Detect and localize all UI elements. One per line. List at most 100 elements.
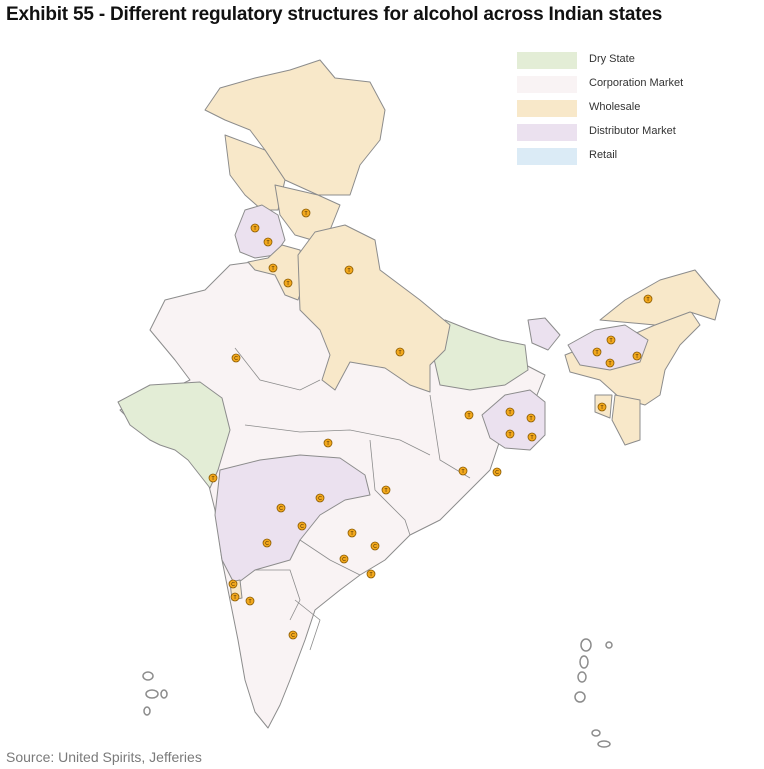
tax-marker-icon: T bbox=[208, 473, 218, 483]
state-mizoram-wholesale bbox=[611, 394, 641, 446]
tax-marker-label: T bbox=[253, 226, 256, 232]
tax-marker-icon: T bbox=[301, 208, 311, 218]
andaman-island bbox=[574, 691, 586, 703]
corporation-marker-icon: C bbox=[339, 554, 349, 564]
legend-label-retail: Retail bbox=[589, 149, 618, 161]
corporation-marker-icon: C bbox=[315, 493, 325, 503]
tax-marker-label: T bbox=[530, 435, 533, 441]
tax-marker-label: T bbox=[271, 266, 274, 272]
tax-marker-icon: T bbox=[505, 429, 515, 439]
tax-marker-icon: T bbox=[395, 347, 405, 357]
state-gujarat-dry bbox=[117, 381, 231, 489]
tax-marker-icon: T bbox=[592, 347, 602, 357]
chart-title: Exhibit 55 - Different regulatory struct… bbox=[6, 4, 663, 25]
corporation-marker-label: C bbox=[373, 544, 377, 550]
tax-marker-icon: T bbox=[464, 410, 474, 420]
state-jammu-kashmir-wholesale bbox=[204, 59, 386, 196]
tax-marker-label: T bbox=[350, 531, 353, 537]
tax-marker-label: T bbox=[608, 361, 611, 367]
corporation-marker-icon: C bbox=[288, 630, 298, 640]
tax-marker-label: T bbox=[635, 354, 638, 360]
andaman-island bbox=[579, 655, 589, 669]
state-sikkim-distributor bbox=[527, 317, 561, 351]
tax-marker-icon: T bbox=[597, 402, 607, 412]
tax-marker-label: T bbox=[347, 268, 350, 274]
tax-marker-label: T bbox=[508, 432, 511, 438]
corporation-marker-icon: C bbox=[370, 541, 380, 551]
tax-marker-label: T bbox=[304, 211, 307, 217]
tax-marker-label: T bbox=[609, 338, 612, 344]
legend-swatch-dry-state bbox=[517, 52, 577, 69]
nicobar-island bbox=[597, 740, 611, 748]
tax-marker-icon: T bbox=[366, 569, 376, 579]
legend-label-wholesale: Wholesale bbox=[589, 101, 641, 113]
tax-marker-label: T bbox=[384, 488, 387, 494]
tax-marker-label: T bbox=[248, 599, 251, 605]
state-maharashtra-distributor bbox=[214, 454, 371, 586]
state-punjab-distributor bbox=[234, 204, 286, 259]
lakshadweep-island bbox=[160, 689, 168, 699]
andaman-island bbox=[577, 671, 587, 683]
legend-label-distributor-market: Distributor Market bbox=[589, 125, 676, 137]
tax-marker-label: T bbox=[508, 410, 511, 416]
tax-marker-icon: T bbox=[643, 294, 653, 304]
tax-marker-label: T bbox=[369, 572, 372, 578]
tax-marker-icon: T bbox=[381, 485, 391, 495]
marker-layer: T T T T T T C T T T T T T T T C T C C C T C C C T T C T T C T T T T T T bbox=[208, 208, 653, 640]
legend-swatch-wholesale bbox=[517, 100, 577, 117]
tax-marker-icon: T bbox=[505, 407, 515, 417]
corporation-marker-icon: C bbox=[276, 503, 286, 513]
legend-swatch-corporation-market bbox=[517, 76, 577, 93]
tax-marker-icon: T bbox=[230, 592, 240, 602]
legend-swatch-retail bbox=[517, 148, 577, 165]
corporation-marker-label: C bbox=[318, 496, 322, 502]
corporation-marker-icon: C bbox=[231, 353, 241, 363]
tax-marker-icon: T bbox=[245, 596, 255, 606]
state-arunachal-wholesale bbox=[599, 269, 721, 326]
corporation-marker-label: C bbox=[300, 524, 304, 530]
corporation-marker-label: C bbox=[231, 582, 235, 588]
lakshadweep-island bbox=[143, 706, 151, 716]
corporation-marker-label: C bbox=[234, 356, 238, 362]
tax-marker-label: T bbox=[529, 416, 532, 422]
corporation-marker-label: C bbox=[342, 557, 346, 563]
corporation-marker-label: C bbox=[291, 633, 295, 639]
corporation-marker-icon: C bbox=[228, 579, 238, 589]
legend-label-corporation-market: Corporation Market bbox=[589, 77, 684, 89]
corporation-marker-icon: C bbox=[297, 521, 307, 531]
tax-marker-label: T bbox=[211, 476, 214, 482]
corporation-marker-label: C bbox=[279, 506, 283, 512]
legend-label-dry-state: Dry State bbox=[589, 53, 635, 65]
tax-marker-icon: T bbox=[606, 335, 616, 345]
corporation-marker-label: C bbox=[495, 470, 499, 476]
state-bihar-dry bbox=[431, 319, 529, 391]
lakshadweep-island bbox=[142, 671, 154, 681]
tax-marker-label: T bbox=[398, 350, 401, 356]
tax-marker-label: T bbox=[600, 405, 603, 411]
tax-marker-icon: T bbox=[344, 265, 354, 275]
tax-marker-icon: T bbox=[526, 413, 536, 423]
nicobar-island bbox=[605, 641, 613, 649]
tax-marker-label: T bbox=[595, 350, 598, 356]
corporation-marker-label: C bbox=[265, 541, 269, 547]
tax-marker-label: T bbox=[467, 413, 470, 419]
legend-swatch-distributor-market bbox=[517, 124, 577, 141]
corporation-marker-icon: C bbox=[262, 538, 272, 548]
tax-marker-icon: T bbox=[458, 466, 468, 476]
tax-marker-icon: T bbox=[632, 351, 642, 361]
tax-marker-label: T bbox=[286, 281, 289, 287]
tax-marker-icon: T bbox=[268, 263, 278, 273]
state-meghalaya-distributor bbox=[567, 324, 649, 371]
tax-marker-icon: T bbox=[263, 237, 273, 247]
tax-marker-label: T bbox=[461, 469, 464, 475]
nicobar-island bbox=[591, 729, 601, 737]
tax-marker-icon: T bbox=[347, 528, 357, 538]
corporation-marker-icon: C bbox=[492, 467, 502, 477]
state-uttar-pradesh-wholesale bbox=[297, 224, 451, 393]
tax-marker-label: T bbox=[326, 441, 329, 447]
source-note: Source: United Spirits, Jefferies bbox=[6, 749, 202, 765]
tax-marker-icon: T bbox=[323, 438, 333, 448]
tax-marker-icon: T bbox=[527, 432, 537, 442]
lakshadweep-island bbox=[145, 689, 159, 699]
